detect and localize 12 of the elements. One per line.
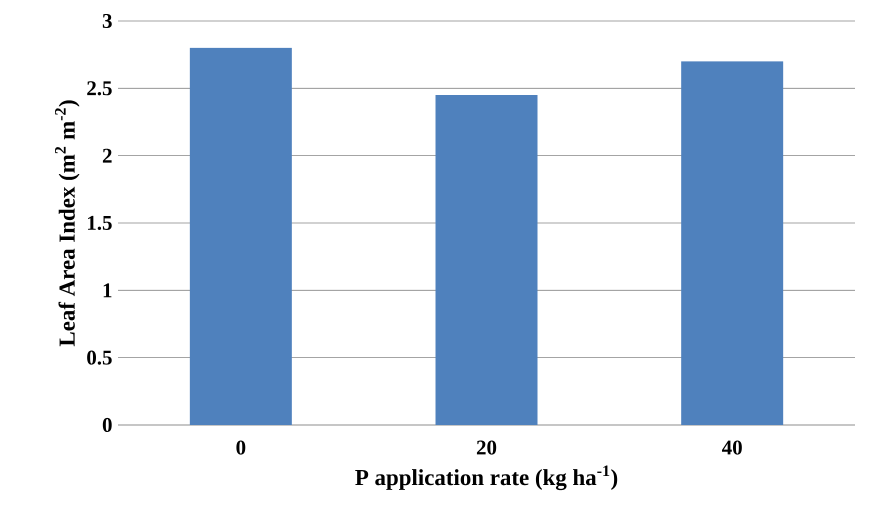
y-tick-label: 0.5	[87, 350, 112, 365]
y-tick-label: 1.5	[88, 216, 112, 230]
y-axis-title: Leaf Area Index (m$^{2}$ m$^{-2}$)	[55, 100, 80, 346]
y-tick-label: 2.5	[87, 81, 112, 96]
x-tick-label: 0	[236, 440, 246, 455]
x-tick-label: 20	[476, 440, 496, 455]
y-tick-label: 1	[104, 283, 112, 298]
y-tick-label: 2	[102, 148, 112, 163]
x-tick-label: 40	[722, 440, 742, 455]
y-tick-label: 0	[102, 418, 112, 432]
x-axis-title: P application rate (kg ha$^{-1}$)	[355, 465, 618, 490]
y-tick-label: 3	[102, 14, 112, 28]
